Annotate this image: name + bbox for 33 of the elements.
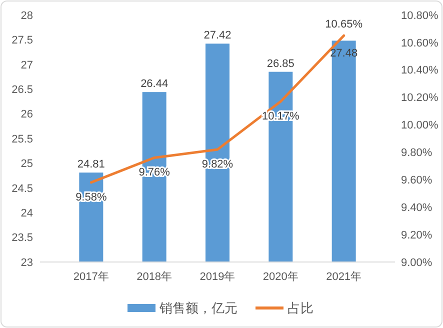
y-tick-label: 27	[20, 59, 33, 72]
y2-tick-label: 10.60%	[401, 37, 439, 50]
data-label: 10.65%	[325, 18, 363, 31]
data-label: 26.85	[266, 58, 294, 70]
y-tick-label: 27.5	[12, 34, 33, 47]
y2-tick-label: 9.60%	[401, 174, 432, 187]
x-tick-label: 2018年	[136, 271, 172, 283]
y-tick-label: 24	[20, 207, 33, 220]
legend-label: 占比	[288, 300, 314, 316]
y-tick-label: 26.5	[12, 84, 33, 96]
y2-tick-label: 9.20%	[401, 229, 432, 242]
y2-tick-label: 10.80%	[401, 10, 439, 22]
y-tick-label: 23.5	[12, 232, 33, 244]
y2-tick-label: 10.20%	[401, 92, 439, 104]
y-tick-label: 26	[20, 108, 33, 121]
data-label: 26.44	[140, 78, 168, 90]
legend-label: 销售额，亿元	[158, 300, 238, 316]
data-label: 24.81	[77, 158, 105, 171]
y2-tick-label: 10.40%	[401, 64, 439, 77]
x-tick-label: 2021年	[326, 271, 362, 283]
data-label: 27.42	[204, 30, 232, 42]
y2-tick-label: 9.80%	[401, 147, 432, 160]
y2-tick-label: 9.00%	[401, 256, 432, 269]
y2-tick-label: 10.00%	[401, 120, 439, 132]
y-tick-label: 28	[20, 10, 33, 22]
x-tick-label: 2017年	[73, 271, 109, 283]
y-tick-label: 25.5	[12, 133, 33, 146]
y2-tick-label: 9.40%	[401, 202, 432, 214]
y-tick-label: 24.5	[12, 182, 33, 195]
y-tick-label: 23	[20, 256, 33, 269]
y-tick-label: 25	[20, 158, 33, 170]
x-tick-label: 2019年	[200, 271, 236, 283]
x-tick-label: 2020年	[262, 271, 298, 283]
